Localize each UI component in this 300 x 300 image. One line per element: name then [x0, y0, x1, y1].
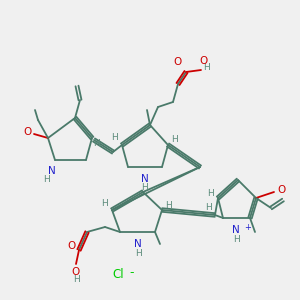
Text: O: O: [72, 267, 80, 277]
Text: N: N: [141, 174, 149, 184]
Text: -: -: [130, 266, 134, 280]
Text: H: H: [172, 134, 178, 143]
Text: H: H: [44, 176, 50, 184]
Text: H: H: [207, 188, 213, 197]
Text: +: +: [244, 223, 251, 232]
Text: O: O: [23, 127, 31, 137]
Text: N: N: [232, 225, 240, 235]
Text: O: O: [174, 57, 182, 67]
Text: N: N: [48, 166, 56, 176]
Text: O: O: [199, 56, 207, 66]
Text: N: N: [134, 239, 142, 249]
Text: H: H: [232, 235, 239, 244]
Text: H: H: [206, 202, 212, 211]
Text: O: O: [67, 241, 75, 251]
Text: O: O: [277, 185, 285, 195]
Text: H: H: [135, 248, 141, 257]
Text: H: H: [94, 140, 100, 148]
Text: H: H: [73, 275, 80, 284]
Text: Cl: Cl: [112, 268, 124, 281]
Text: H: H: [204, 64, 210, 73]
Text: H: H: [112, 133, 118, 142]
Text: H: H: [100, 200, 107, 208]
Text: H: H: [142, 184, 148, 193]
Text: H: H: [165, 200, 171, 209]
